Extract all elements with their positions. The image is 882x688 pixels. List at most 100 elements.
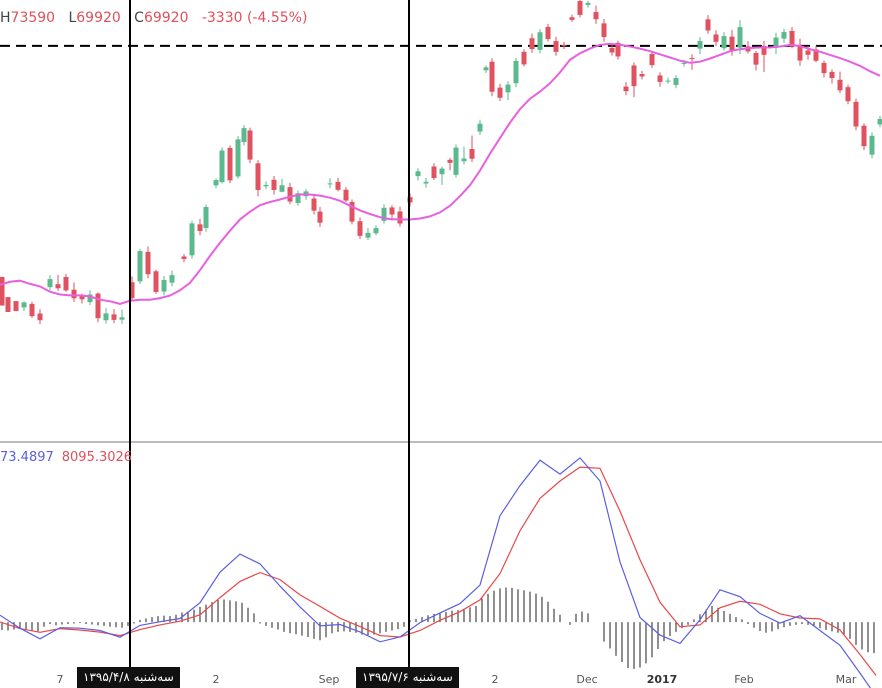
- candle-body: [789, 30, 795, 47]
- candle-body: [569, 17, 575, 20]
- cursor-date-tag-2: سه‌شنبه ۱۳۹۵/۷/۶: [356, 667, 459, 688]
- candle-body: [145, 251, 151, 275]
- candle-body: [219, 150, 225, 183]
- candle-body: [797, 45, 803, 61]
- candle-body: [837, 79, 843, 91]
- macd-line: [0, 457, 872, 688]
- macd-pane: [0, 457, 877, 688]
- x-tick-label: Sep: [319, 673, 340, 686]
- candle-body: [697, 41, 703, 49]
- candle-body: [389, 207, 395, 215]
- candle-body: [161, 279, 167, 292]
- cursor-date-tag-1: سه‌شنبه ۱۳۹۵/۴/۸: [77, 667, 180, 688]
- candle-body: [869, 135, 875, 155]
- candle-body: [623, 86, 629, 92]
- candle-body: [649, 53, 655, 66]
- candle-body: [483, 67, 489, 71]
- candle-body: [227, 147, 233, 181]
- candle-body: [71, 289, 77, 299]
- candle-body: [877, 118, 882, 125]
- candle-body: [729, 36, 735, 52]
- x-tick-label: Mar: [836, 673, 857, 686]
- candle-body: [721, 36, 727, 49]
- x-tick-label: Dec: [576, 673, 597, 686]
- macd-value: 73.4897: [0, 450, 54, 465]
- signal-value: 8095.3026: [61, 450, 133, 465]
- candle-body: [397, 211, 403, 224]
- x-tick-label: 2: [213, 673, 220, 686]
- candle-body: [13, 301, 19, 312]
- candle-body: [631, 65, 637, 87]
- close-key: C: [134, 10, 144, 26]
- candle-body: [47, 279, 53, 288]
- candle-body: [203, 206, 209, 228]
- moving-average-line: [0, 42, 881, 305]
- candle-body: [169, 275, 175, 283]
- candle-body: [287, 187, 293, 202]
- candle-body: [529, 38, 535, 50]
- macd-legend: 73.4897 8095.3026: [0, 450, 132, 465]
- candle-body: [111, 314, 117, 320]
- candle-body: [335, 181, 341, 190]
- candle-body: [585, 2, 591, 5]
- candle-body: [365, 232, 371, 238]
- x-tick-label: 2: [492, 673, 499, 686]
- x-tick-label: 7: [57, 673, 64, 686]
- candle-body: [761, 45, 767, 55]
- candle-body: [279, 185, 285, 192]
- candle-body: [381, 207, 387, 221]
- candle-body: [189, 223, 195, 256]
- candle-body: [327, 183, 333, 185]
- candle-body: [639, 74, 645, 77]
- candle-body: [521, 51, 527, 65]
- candle-body: [241, 128, 247, 142]
- close-value: 69920: [143, 10, 189, 26]
- price-pane: [0, 0, 882, 324]
- candle-body: [829, 71, 835, 79]
- low-value: 69920: [76, 10, 121, 26]
- candle-body: [29, 303, 35, 317]
- candle-body: [357, 221, 363, 236]
- candle-body: [197, 224, 203, 232]
- high-value: 73590: [10, 10, 56, 26]
- candle-body: [813, 49, 819, 61]
- candle-body: [615, 42, 621, 57]
- candle-body: [79, 296, 85, 300]
- candle-body: [95, 293, 101, 319]
- candle-body: [0, 276, 5, 306]
- high-key: H: [0, 10, 11, 26]
- change-value: -3330 (-4.55%): [201, 10, 308, 26]
- candle-body: [181, 256, 187, 259]
- candle-body: [781, 32, 787, 39]
- candle-body: [545, 26, 551, 40]
- candle-body: [681, 62, 687, 64]
- candle-body: [561, 45, 567, 47]
- candle-body: [235, 139, 241, 177]
- candle-body: [129, 282, 135, 299]
- candle-body: [447, 159, 453, 163]
- candle-body: [439, 168, 445, 175]
- candle-body: [853, 101, 859, 127]
- candle-body: [705, 19, 711, 31]
- candle-body: [5, 297, 11, 312]
- candle-body: [665, 80, 671, 82]
- candle-body: [773, 37, 779, 48]
- candle-body: [845, 87, 851, 102]
- candle-body: [753, 52, 759, 65]
- x-axis: 7 2 Sep 2 Dec 2017 Feb Mar: [57, 673, 857, 686]
- candle-body: [153, 271, 159, 292]
- candle-body: [63, 277, 69, 291]
- candle-body: [861, 125, 867, 147]
- candle-body: [657, 75, 663, 82]
- candle-body: [689, 58, 695, 60]
- x-tick-label: 2017: [647, 673, 678, 686]
- candle-body: [119, 317, 125, 320]
- candle-body: [601, 23, 607, 38]
- candle-body: [373, 228, 379, 234]
- candles-group: [0, 0, 882, 324]
- candle-body: [415, 171, 421, 177]
- ohlc-legend: H73590 L69920 C69920 -3330 (-4.55%): [0, 10, 307, 26]
- candle-body: [21, 302, 27, 308]
- candle-body: [317, 211, 323, 223]
